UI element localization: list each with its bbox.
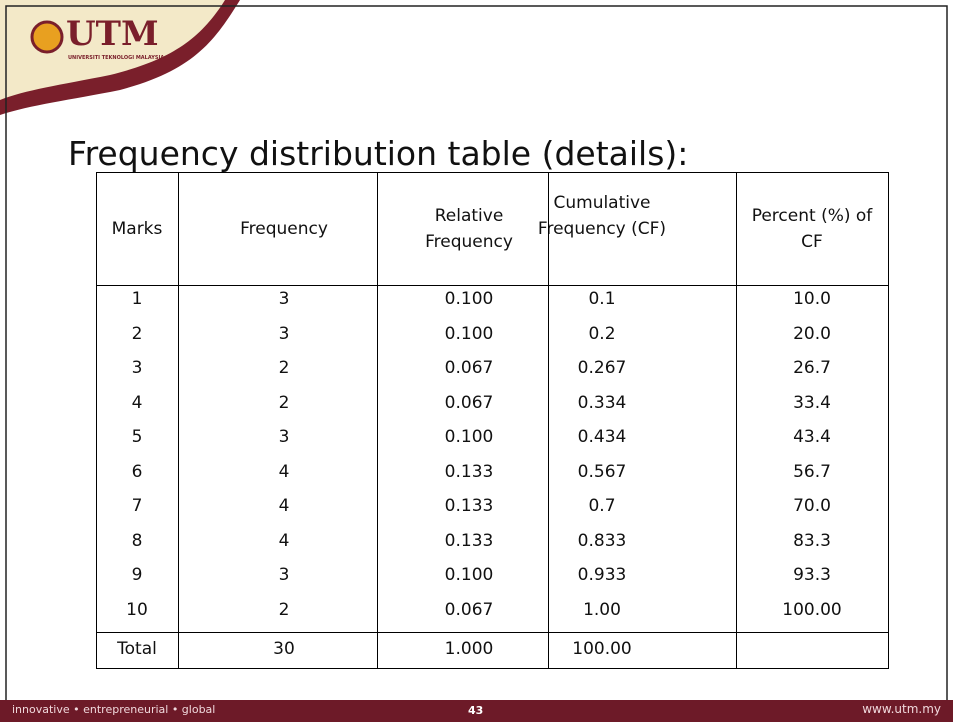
table-cell: 2 [131,323,143,344]
table-cell: 43.4 [793,427,831,447]
table-cell: 0.067 [444,599,494,620]
table-cell: 0.100 [444,427,494,447]
table-cell: 4 [278,530,290,551]
table-cell: 0.334 [577,392,627,413]
table-cell: 100.00 [782,599,842,620]
table-cell: 4 [278,496,290,516]
total-cell: Total [117,639,157,659]
table-cell: 8 [131,530,143,551]
table-cell: 0.100 [444,289,494,309]
table-cell: 0.100 [444,565,494,585]
table-cell: 0.434 [577,427,627,447]
table-cell: 0.067 [444,392,494,413]
table-cell: 1 [131,289,143,309]
footer-url: www.utm.my [862,702,941,716]
table-cell: 2 [278,358,290,378]
table-cell: 33.4 [793,392,831,413]
table-cell: 93.3 [793,565,831,585]
table-border [736,172,737,669]
table-cell: 3 [278,323,290,344]
header-cell: Percent (%) of CF [751,205,873,252]
total-cell: 100.00 [572,639,632,659]
table-cell: 0.1 [588,289,616,309]
table-cell: 0.133 [444,530,494,551]
table-cell: 4 [131,392,143,413]
table-cell: 83.3 [793,530,831,551]
table-cell: 5 [131,427,143,447]
table-cell: 3 [131,358,143,378]
header-cell: Cumulative Frequency (CF) [537,192,667,239]
table-cell: 3 [278,289,290,309]
header-cell: Marks [111,218,163,239]
slide-title: Frequency distribution table (details): [68,134,689,173]
header-cell: Frequency [240,218,328,239]
table-cell: 0.933 [577,565,627,585]
table-border [96,632,888,633]
table-cell: 3 [278,565,290,585]
table-cell: 10 [126,599,148,620]
table-cell: 9 [131,565,143,585]
table-cell: 0.833 [577,530,627,551]
table-cell: 70.0 [793,496,831,516]
table-cell: 0.267 [577,358,627,378]
table-border [96,668,888,669]
table-border [548,172,549,669]
table-cell: 0.067 [444,358,494,378]
table-cell: 3 [278,427,290,447]
table-cell: 2 [278,392,290,413]
table-cell: 0.100 [444,323,494,344]
table-cell: 56.7 [793,461,831,482]
total-cell: 30 [273,639,295,659]
table-cell: 4 [278,461,290,482]
table-cell: 1.00 [583,599,621,620]
table-border [96,172,97,669]
table-cell: 0.133 [444,461,494,482]
table-cell: 20.0 [793,323,831,344]
table-cell: 26.7 [793,358,831,378]
total-cell: 1.000 [444,639,494,659]
table-border [888,172,889,669]
table-cell: 0.567 [577,461,627,482]
table-cell: 6 [131,461,143,482]
table-cell: 10.0 [793,289,831,309]
table-cell: 0.7 [588,496,616,516]
table-border [96,285,888,286]
table-cell: 7 [131,496,143,516]
footer-tagline: innovative • entrepreneurial • global [12,703,216,716]
logo-subtitle: UNIVERSITI TEKNOLOGI MALAYSIA [68,55,165,61]
table-border [377,172,378,669]
page-number: 43 [468,704,484,717]
table-border [96,172,888,173]
table-cell: 2 [278,599,290,620]
header-cell: Relative Frequency [425,205,513,252]
table-cell: 0.2 [588,323,616,344]
table-border [178,172,179,669]
table-cell: 0.133 [444,496,494,516]
logo-text: UTM [66,14,159,54]
